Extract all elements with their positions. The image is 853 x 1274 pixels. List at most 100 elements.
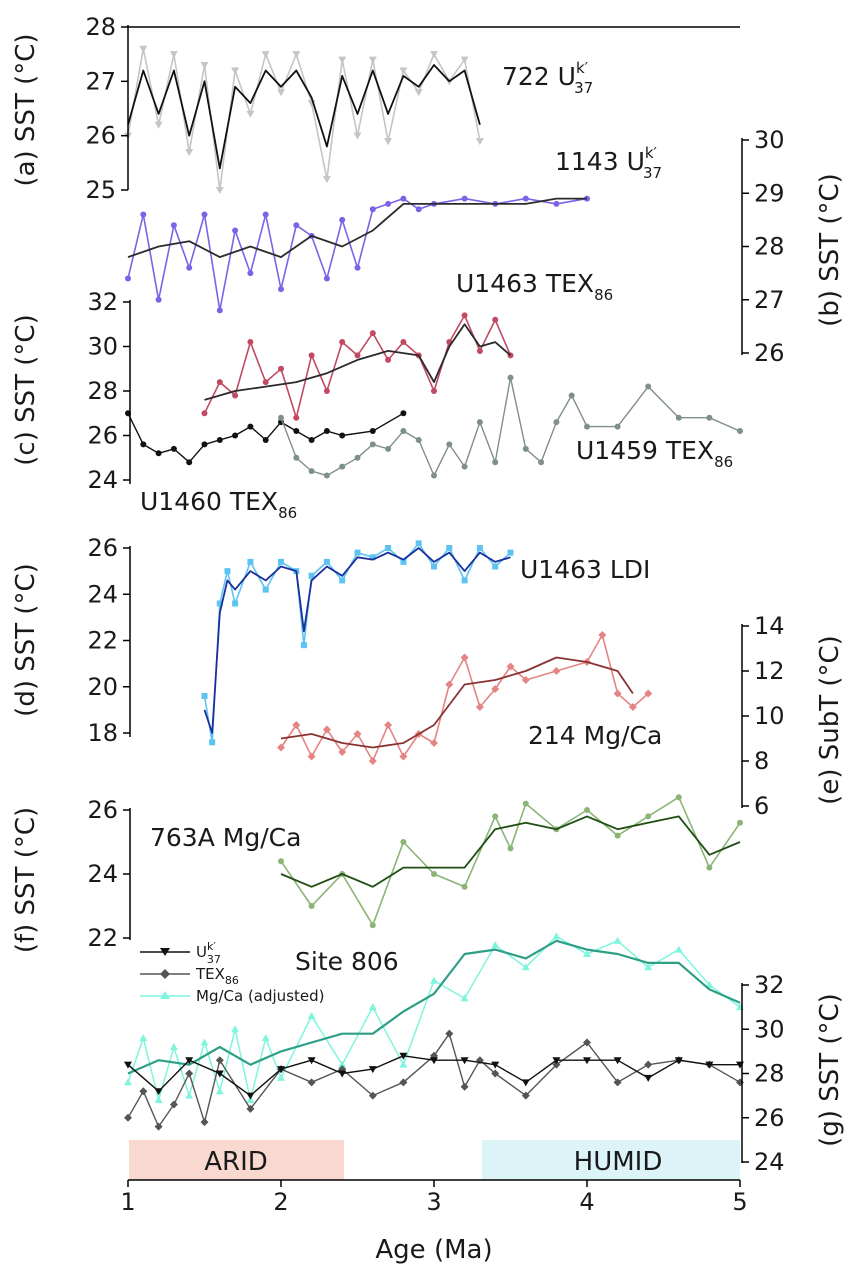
y-tick-label-d: 20 [87, 673, 118, 701]
legend-mg-marker [160, 991, 170, 999]
y-tick-label-a: 28 [85, 13, 116, 41]
data-point-g [613, 1057, 622, 1065]
data-point-b [247, 270, 254, 277]
data-point-c [186, 459, 193, 466]
data-point-d [369, 554, 376, 561]
data-point-b [278, 286, 284, 293]
y-tick-label-b: 29 [754, 179, 785, 207]
series-g-3 [124, 1052, 744, 1100]
data-point-b [369, 206, 376, 213]
series-g-1 [127, 939, 741, 1075]
y-tick-label-c: 24 [87, 466, 118, 494]
data-point-g [430, 1057, 438, 1065]
axis-title-c: (c) SST (°C) [11, 314, 41, 465]
data-point-g [399, 1060, 408, 1068]
data-point-d [262, 586, 269, 593]
arid-label: ARID [204, 1147, 268, 1177]
series-f-1 [280, 815, 741, 888]
data-point-e [445, 680, 454, 689]
data-point-a [261, 51, 270, 59]
series-line-a-1 [127, 64, 481, 170]
data-point-c [369, 330, 376, 337]
data-point-g [185, 1091, 194, 1099]
axis-title-b: (b) SST (°C) [815, 173, 845, 327]
data-point-g [277, 1073, 285, 1081]
data-point-g [705, 1061, 714, 1069]
data-point-g [674, 945, 683, 953]
series-b-1 [127, 197, 587, 259]
legend-uk-sub: 37 [207, 953, 221, 966]
series-f-0 [278, 794, 743, 929]
data-point-b [354, 264, 361, 271]
y-tick-label-e: 6 [754, 792, 769, 820]
data-point-d [201, 693, 208, 699]
x-tick-label: 4 [579, 1188, 594, 1216]
data-point-b [125, 275, 131, 282]
data-point-d [354, 549, 361, 556]
data-point-e [506, 662, 515, 671]
site-label-u1460-tex-sub: 86 [278, 504, 297, 522]
data-point-g [307, 1078, 316, 1087]
data-point-c [308, 436, 315, 443]
data-point-c [400, 339, 407, 346]
x-tick-label: 5 [732, 1188, 747, 1216]
y-tick-label-d: 24 [87, 580, 118, 608]
data-point-b [385, 200, 392, 207]
data-point-e [613, 689, 622, 698]
data-point-a [368, 56, 377, 64]
data-point-c [645, 383, 652, 390]
data-point-e [307, 752, 316, 761]
data-point-c [706, 414, 713, 421]
data-point-d [232, 600, 239, 607]
site-label-u1463-tex-sub: 86 [594, 286, 613, 304]
data-point-g [644, 1074, 653, 1082]
data-point-d [507, 549, 514, 556]
data-point-c [262, 379, 269, 386]
y-tick-label-g: 26 [754, 1104, 785, 1132]
data-point-b [170, 222, 177, 229]
data-point-g [521, 963, 530, 971]
data-point-d [224, 568, 231, 575]
y-tick-label-g: 32 [754, 971, 785, 999]
data-point-a [475, 138, 484, 146]
site-label-u1459-tex-text: U1459 TEX [576, 436, 714, 465]
data-point-f [507, 845, 514, 852]
data-point-a [384, 138, 393, 146]
humid-band [482, 1140, 740, 1180]
tick-layer: 25 26 27 28 26 27 28 29 30 24 26 28 30 32 18 20 22 24 26 6 8… [85, 13, 785, 1187]
data-point-b [461, 195, 468, 202]
data-point-e [277, 743, 285, 752]
data-point-b [400, 195, 407, 202]
data-point-a [414, 89, 423, 97]
data-point-c [476, 347, 483, 354]
data-point-g [736, 1078, 744, 1087]
series-layer [124, 45, 744, 1131]
data-point-c [354, 454, 361, 461]
data-point-c [339, 463, 346, 470]
data-point-d [278, 558, 284, 565]
data-point-g [583, 1038, 591, 1047]
series-line-g-1 [127, 939, 741, 1075]
data-point-g [430, 976, 438, 984]
data-point-g [552, 932, 561, 940]
site-label-u1460-tex-text: U1460 TEX [140, 487, 278, 516]
y-tick-label-f: 22 [87, 924, 118, 952]
data-point-d [415, 540, 422, 547]
data-point-c [170, 445, 177, 452]
data-point-a [154, 121, 163, 129]
data-point-f [308, 903, 315, 909]
data-point-e [598, 631, 607, 639]
y-tick-label-f: 26 [87, 796, 118, 824]
y-tick-label-d: 18 [87, 719, 118, 747]
data-point-a [460, 56, 469, 64]
series-b-0 [125, 195, 590, 314]
y-tick-label-a: 27 [85, 67, 116, 95]
data-point-g [491, 1061, 500, 1069]
data-point-e [460, 653, 469, 662]
series-c-1 [204, 323, 512, 401]
data-point-f [645, 813, 652, 820]
y-tick-label-g: 28 [754, 1060, 785, 1088]
y-tick-label-c: 30 [87, 333, 118, 361]
data-point-g [399, 1078, 408, 1087]
